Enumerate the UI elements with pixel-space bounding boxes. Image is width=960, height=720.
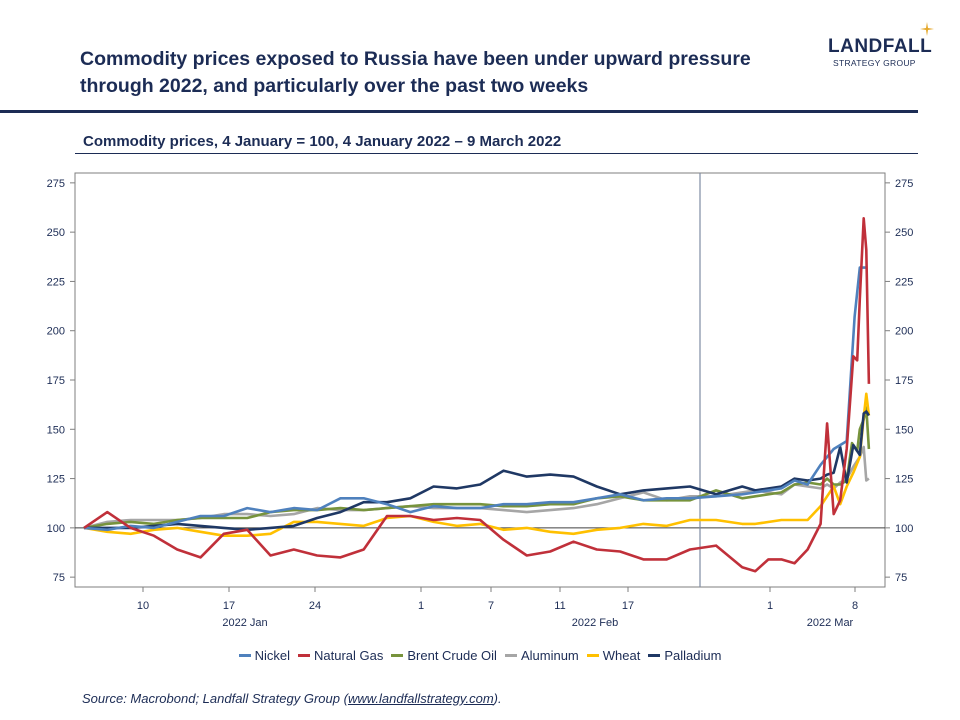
y-tick-label-left: 175	[47, 375, 65, 387]
logo-wordmark: LANDFALL	[828, 36, 933, 57]
y-tick-label-left: 150	[47, 424, 65, 436]
y-tick-label-right: 150	[895, 424, 913, 436]
y-tick-label-right: 75	[895, 572, 907, 584]
y-tick-label-left: 125	[47, 474, 65, 486]
y-tick-label-left: 200	[47, 326, 65, 338]
commodity-price-chart: 75 75 100 100 125 125 150 150 175 175 200 200 225 225…	[47, 172, 913, 629]
y-tick-label-left: 250	[47, 227, 65, 239]
x-tick-label: 1	[767, 600, 773, 612]
x-period-label: 2022 Feb	[572, 617, 618, 629]
y-tick-label-left: 100	[47, 523, 65, 535]
series-line-brent-crude-oil	[83, 406, 871, 530]
legend-label: Wheat	[602, 648, 641, 663]
x-tick-label: 8	[852, 600, 858, 612]
page-title: Commodity prices exposed to Russia have …	[80, 48, 751, 97]
legend-label: Nickel	[254, 648, 290, 663]
legend-label: Aluminum	[520, 648, 579, 663]
legend-item-nickel: Nickel	[238, 648, 290, 663]
y-tick-label-right: 100	[895, 523, 913, 535]
legend-swatch	[238, 654, 251, 657]
source-note: Source: Macrobond; Landfall Strategy Gro…	[82, 691, 502, 706]
series-line-natural-gas	[83, 217, 871, 573]
legend-swatch	[586, 654, 599, 657]
logo-subtitle: STRATEGY GROUP	[833, 58, 916, 68]
legend-item-palladium: Palladium	[648, 648, 721, 663]
legend-label: Natural Gas	[313, 648, 384, 663]
legend-item-natural-gas: Natural Gas	[297, 648, 384, 663]
legend-item-brent-crude-oil: Brent Crude Oil	[391, 648, 497, 663]
y-tick-label-right: 225	[895, 276, 913, 288]
y-tick-label-right: 175	[895, 375, 913, 387]
y-tick-label-right: 250	[895, 227, 913, 239]
legend-item-aluminum: Aluminum	[504, 648, 579, 663]
header-divider	[0, 110, 918, 113]
y-tick-label-left: 75	[53, 572, 65, 584]
y-tick-label-right: 275	[895, 178, 913, 190]
chart-title: Commodity prices, 4 January = 100, 4 Jan…	[83, 133, 562, 150]
legend-label: Palladium	[664, 648, 722, 663]
x-period-label: 2022 Jan	[222, 617, 267, 629]
x-tick-label: 7	[488, 600, 494, 612]
x-tick-label: 11	[554, 600, 565, 612]
chart-title-underline	[75, 153, 918, 154]
legend-swatch	[648, 654, 661, 657]
y-tick-label-left: 225	[47, 276, 65, 288]
source-suffix: ).	[493, 691, 502, 706]
legend-swatch	[504, 654, 517, 657]
y-tick-label-right: 125	[895, 474, 913, 486]
y-tick-label-left: 275	[47, 178, 65, 190]
series-line-palladium	[84, 410, 870, 532]
legend-swatch	[391, 654, 404, 657]
legend-swatch	[297, 654, 310, 657]
source-prefix: Source: Macrobond; Landfall Strategy Gro…	[82, 691, 348, 706]
star-icon	[920, 22, 934, 36]
x-period-label: 2022 Mar	[807, 617, 854, 629]
chart-legend: Nickel Natural Gas Brent Crude Oil Aluminum…	[0, 648, 960, 663]
x-tick-label: 17	[223, 600, 235, 612]
landfall-logo: LANDFALL STRATEGY GROUP	[828, 22, 938, 72]
series-line-nickel	[83, 266, 867, 532]
x-tick-label: 10	[137, 600, 149, 612]
series-line-wheat	[83, 392, 871, 537]
x-tick-label: 1	[418, 600, 424, 612]
legend-label: Brent Crude Oil	[407, 648, 497, 663]
legend-item-wheat: Wheat	[586, 648, 641, 663]
x-tick-label: 24	[309, 600, 321, 612]
x-tick-label: 17	[622, 600, 634, 612]
source-link[interactable]: www.landfallstrategy.com	[347, 691, 494, 706]
y-tick-label-right: 200	[895, 326, 913, 338]
